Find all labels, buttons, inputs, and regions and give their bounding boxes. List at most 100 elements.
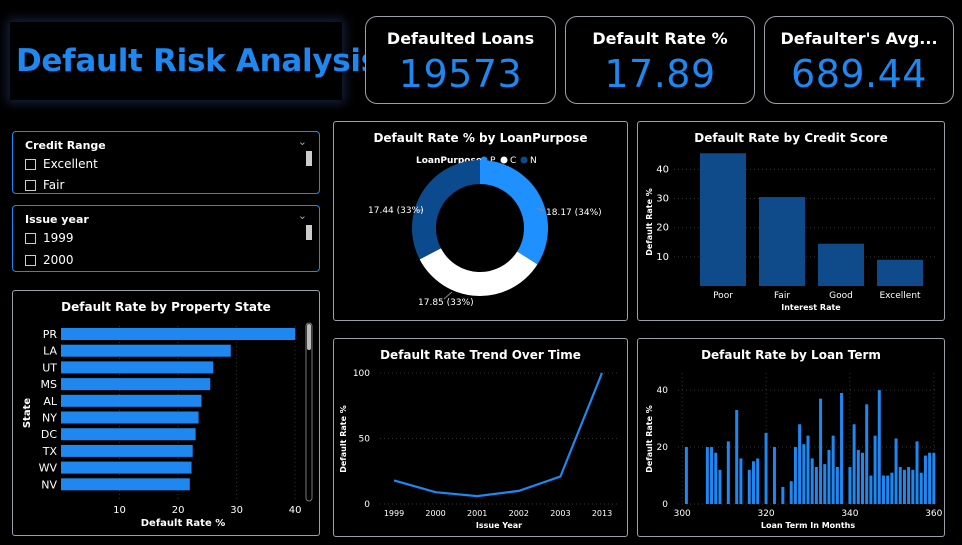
bar-term-344 [865, 404, 869, 504]
bar-term-352 [898, 466, 902, 504]
x-tick-label: Fair [774, 291, 790, 301]
title-card: Default Risk Analysis [10, 22, 379, 100]
x-tick-label: 360 [925, 509, 942, 519]
x-tick-label: 10 [113, 505, 126, 516]
dashboard-title: Default Risk Analysis [16, 43, 379, 79]
loan-term-svg: 0 20 40 300 320 340 360 Loan Term In Months Defa… [645, 373, 943, 530]
data-label: 18.17 (34%) [546, 208, 602, 218]
x-tick-label: 2001 [467, 509, 487, 518]
trend-chart[interactable]: Default Rate Trend Over Time 0 50 100 1999 2… [333, 338, 628, 537]
kpi-defaulter-avg[interactable]: Defaulter's Avg... 689.44 [764, 16, 954, 104]
y-tick-label: 20 [657, 443, 669, 453]
bar-term-328 [798, 424, 802, 504]
chart-title: Default Rate by Credit Score [694, 131, 888, 145]
bar-term-335 [827, 449, 831, 504]
bar-excellent [877, 259, 923, 286]
bar-term-351 [894, 438, 898, 504]
x-axis-label: Interest Rate [781, 303, 841, 312]
x-axis-label: Default Rate % [141, 518, 226, 529]
legend-marker [520, 156, 528, 164]
slicer-item-label: 1999 [43, 231, 74, 245]
bar-term-349 [886, 475, 890, 504]
bar-term-350 [890, 472, 894, 504]
bar-term-317 [751, 461, 755, 504]
loan-purpose-chart[interactable]: Default Rate % by LoanPurpose LoanPurpos… [333, 121, 628, 321]
checkbox[interactable] [25, 179, 36, 191]
x-axis-label: Loan Term In Months [761, 521, 855, 530]
bar-term-320 [764, 432, 768, 504]
y-tick-label: 10 [656, 252, 669, 263]
slice-c [419, 248, 538, 296]
bar-term-307 [710, 447, 714, 504]
bar-wv [61, 461, 192, 474]
bar-term-311 [726, 441, 730, 504]
checkbox[interactable] [25, 232, 36, 244]
trend-svg: 0 50 100 1999 2000 2001 2002 2003 2013 Issue Year… [339, 369, 619, 530]
bar-term-358 [923, 455, 927, 504]
chevron-down-icon[interactable]: ⌄ [297, 209, 307, 222]
property-state-chart[interactable]: Default Rate by Property State 10 20 30 40 P… [12, 290, 320, 536]
y-tick-label: 20 [656, 223, 669, 234]
bar-term-345 [869, 475, 873, 504]
slice-n [412, 160, 480, 260]
y-tick-label: 50 [359, 435, 371, 445]
bar-term-313 [735, 410, 739, 504]
bar-term-337 [835, 466, 839, 504]
bar-pr [61, 328, 296, 340]
scrollbar-track [305, 322, 313, 502]
x-tick-label: 2003 [550, 509, 570, 518]
slicer-item-2000[interactable]: 2000 [25, 253, 74, 267]
bar-term-355 [911, 469, 915, 504]
x-tick-label: 320 [757, 509, 774, 519]
bar-fair [759, 197, 805, 286]
series-line [393, 372, 604, 498]
slicer-title: Credit Range [25, 139, 106, 152]
scrollbar-thumb [307, 324, 311, 350]
bar-al [61, 394, 202, 407]
x-tick-label: 20 [172, 505, 185, 516]
slicer-item-fair[interactable]: Fair [25, 178, 64, 192]
property-state-svg: 10 20 30 40 PR LA UT MS AL NY DC TX WV NV Default Rate… [22, 322, 313, 529]
y-tick-label: TX [42, 445, 58, 458]
bar-term-306 [705, 447, 709, 504]
y-tick-label: UT [42, 361, 57, 374]
credit-range-slicer[interactable]: Credit Range ⌄ Excellent Fair [12, 131, 320, 194]
legend-title: LoanPurpose [416, 156, 482, 166]
x-tick-label: 2002 [509, 509, 529, 518]
bar-dc [61, 428, 196, 441]
y-tick-label: AL [43, 395, 58, 408]
scrollbar[interactable] [306, 225, 312, 240]
x-tick-label: 300 [674, 509, 691, 519]
slicer-item-excellent[interactable]: Excellent [25, 157, 98, 171]
bar-term-359 [928, 452, 932, 504]
chart-title: Default Rate % by LoanPurpose [373, 131, 588, 145]
bar-term-340 [848, 466, 852, 504]
loan-term-chart[interactable]: Default Rate by Loan Term 0 20 40 300 320 340… [637, 338, 945, 537]
checkbox[interactable] [25, 158, 36, 170]
x-axis-label: Issue Year [476, 521, 522, 530]
bar-term-326 [789, 481, 793, 504]
kpi-label: Default Rate % [592, 29, 728, 48]
bar-term-348 [881, 475, 885, 504]
bar-term-316 [747, 469, 751, 504]
issue-year-slicer[interactable]: Issue year ⌄ 1999 2000 [12, 205, 320, 272]
bar-term-334 [823, 464, 827, 504]
x-tick-label: 340 [841, 509, 858, 519]
y-tick-label: 0 [662, 500, 668, 510]
bar-term-360 [932, 452, 936, 504]
slicer-item-1999[interactable]: 1999 [25, 231, 74, 245]
leader-line [536, 207, 545, 212]
bar-tx [61, 444, 193, 457]
kpi-defaulted-loans[interactable]: Defaulted Loans 19573 [365, 16, 556, 104]
x-tick-label: 30 [230, 505, 243, 516]
scrollbar[interactable] [306, 151, 312, 166]
kpi-value: 19573 [398, 52, 523, 96]
kpi-default-rate[interactable]: Default Rate % 17.89 [565, 16, 755, 104]
bar-ny [61, 411, 199, 424]
bar-term-314 [739, 458, 743, 504]
slice-p [480, 160, 548, 265]
chevron-down-icon[interactable]: ⌄ [297, 135, 307, 148]
checkbox[interactable] [25, 254, 36, 266]
credit-score-chart[interactable]: Default Rate by Credit Score 10 20 30 40 Poo… [637, 121, 945, 321]
kpi-value: 689.44 [791, 52, 927, 96]
